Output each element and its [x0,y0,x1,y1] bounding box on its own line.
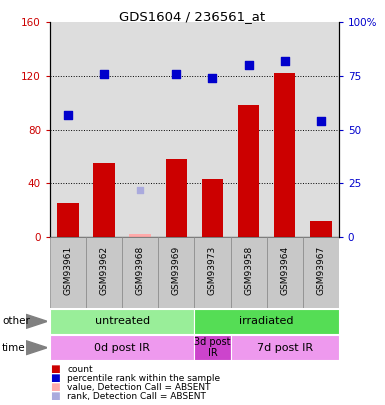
Text: 7d post IR: 7d post IR [256,343,313,353]
Text: other: other [2,316,30,326]
Point [65,111,71,118]
Point [101,70,107,77]
Point [281,58,288,64]
Point [173,70,179,77]
Text: GDS1604 / 236561_at: GDS1604 / 236561_at [119,10,266,23]
Text: 3d post
IR: 3d post IR [194,337,231,358]
Bar [202,179,223,237]
Bar [194,309,339,334]
Polygon shape [26,341,47,355]
Point [137,186,143,193]
Bar [86,237,122,308]
Bar [50,309,194,334]
Text: GSM93958: GSM93958 [244,245,253,295]
Bar [50,335,194,360]
Text: ■: ■ [50,391,60,401]
Text: ■: ■ [50,364,60,374]
Text: time: time [2,343,25,353]
Text: irradiated: irradiated [239,316,294,326]
Bar [231,335,339,360]
Text: count: count [67,365,93,374]
Bar [194,237,231,308]
Bar [50,237,86,308]
Point [318,118,324,124]
Text: GSM93961: GSM93961 [64,245,73,295]
Text: GSM93973: GSM93973 [208,245,217,295]
Text: GSM93967: GSM93967 [316,245,325,295]
Bar [94,163,115,237]
Text: ■: ■ [50,382,60,392]
Text: value, Detection Call = ABSENT: value, Detection Call = ABSENT [67,383,211,392]
Text: ■: ■ [50,373,60,383]
Bar [303,237,339,308]
Bar [57,203,79,237]
Bar [238,105,259,237]
Bar [266,237,303,308]
Text: 0d post IR: 0d post IR [94,343,150,353]
Bar [129,234,151,237]
Text: GSM93962: GSM93962 [100,245,109,294]
Bar [231,237,266,308]
Text: GSM93968: GSM93968 [136,245,145,295]
Bar [166,159,187,237]
Bar [158,237,194,308]
Text: GSM93969: GSM93969 [172,245,181,295]
Point [209,75,216,81]
Text: untreated: untreated [95,316,150,326]
Bar [194,335,231,360]
Point [246,62,252,68]
Text: percentile rank within the sample: percentile rank within the sample [67,374,221,383]
Polygon shape [26,314,47,328]
Bar [274,73,296,237]
Bar [122,237,158,308]
Bar [310,221,331,237]
Text: GSM93964: GSM93964 [280,245,289,294]
Text: rank, Detection Call = ABSENT: rank, Detection Call = ABSENT [67,392,206,401]
